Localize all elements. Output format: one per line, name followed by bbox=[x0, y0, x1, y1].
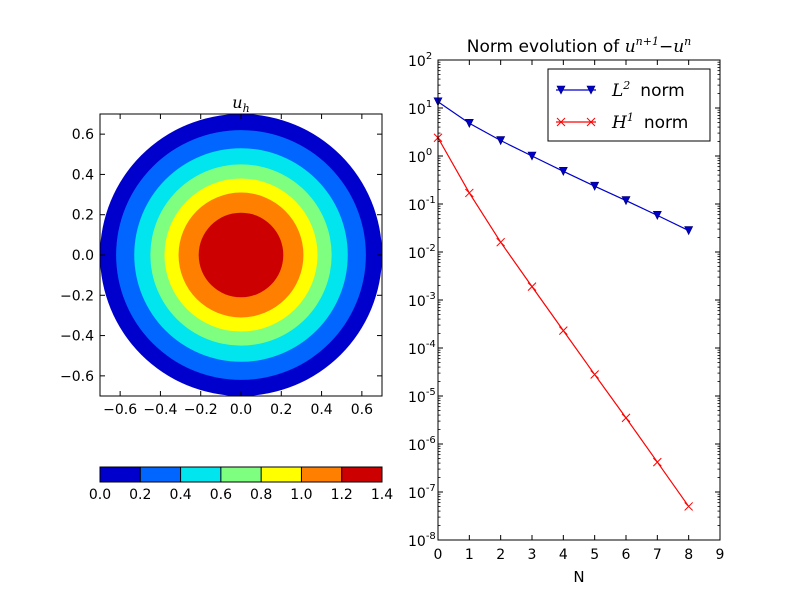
legend-box bbox=[547, 68, 711, 142]
norm-xtick-label: 5 bbox=[590, 547, 599, 563]
contour-xtick-label: −0.6 bbox=[103, 402, 137, 418]
norm-x-axis: 0 1 2 3 4 5 6 7 8 9 bbox=[434, 60, 725, 563]
series-point bbox=[621, 196, 631, 206]
contour-ytick-label: 0.2 bbox=[72, 208, 94, 224]
contour-ytick-label: 0.6 bbox=[72, 127, 94, 143]
colorbar-tick-label: 1.0 bbox=[290, 487, 312, 503]
series-point bbox=[621, 413, 631, 423]
norm-y-axis: 102 101 100 10-1 10-2 10-3 10-4 10-5 10-6 10-7 10-… bbox=[408, 51, 720, 550]
norm-ytick-label: 10-1 bbox=[408, 195, 436, 214]
norm-series bbox=[433, 97, 694, 511]
norm-ytick-label: 10-7 bbox=[408, 483, 436, 502]
legend-l2-marker-left bbox=[556, 85, 566, 95]
contour-level-6 bbox=[198, 212, 284, 298]
colorbar: 0.0 0.2 0.4 0.6 0.8 1.0 1.2 1.4 bbox=[89, 466, 393, 503]
norm-ytick-label: 10-6 bbox=[408, 435, 436, 454]
legend-l2-marker-right bbox=[586, 85, 596, 95]
series-point bbox=[684, 226, 694, 236]
legend-h1-marker-left bbox=[556, 117, 566, 127]
norm-ytick-label: 10-2 bbox=[408, 243, 436, 262]
legend-item-l2: L2 norm bbox=[556, 79, 685, 101]
contour-ytick-label: −0.2 bbox=[60, 288, 94, 304]
norm-xtick-label: 9 bbox=[716, 547, 725, 563]
series-point bbox=[496, 136, 506, 146]
contour-xtick-label: −0.4 bbox=[143, 402, 177, 418]
contour-title: uh bbox=[232, 93, 249, 115]
colorbar-tick-label: 1.4 bbox=[371, 487, 393, 503]
norm-ytick-label: 10-4 bbox=[408, 339, 436, 358]
norm-ytick-label: 10-5 bbox=[408, 387, 436, 406]
colorbar-segment-2 bbox=[180, 467, 222, 482]
legend-item-h1: H1 norm bbox=[556, 111, 688, 133]
norm-evolution-chart: 0 1 2 3 4 5 6 7 8 9 102 101 100 10-1 10-2 10-3 10-4 10-5… bbox=[408, 35, 724, 586]
series-l2 bbox=[433, 97, 694, 236]
norm-ytick-label: 100 bbox=[408, 147, 432, 166]
colorbar-tick-label: 0.6 bbox=[210, 487, 232, 503]
series-point bbox=[652, 211, 662, 221]
series-point bbox=[464, 188, 474, 198]
contour-x-axis: −0.6 −0.4 −0.2 0.0 0.2 0.4 0.6 bbox=[103, 114, 373, 418]
series-point bbox=[558, 167, 568, 176]
contour-levels bbox=[100, 114, 382, 396]
contour-ytick-label: −0.6 bbox=[60, 369, 94, 385]
norm-chart-title: Norm evolution of un+1−un bbox=[467, 35, 692, 57]
series-point bbox=[652, 457, 662, 467]
contour-chart: −0.6 −0.4 −0.2 0.0 0.2 0.4 0.6 0.60.40.20.0−0.… bbox=[60, 93, 393, 503]
colorbar-segment-4 bbox=[261, 467, 302, 482]
series-point bbox=[590, 370, 600, 379]
norm-ytick-label: 101 bbox=[408, 99, 432, 118]
norm-ytick-label: 10-3 bbox=[408, 291, 436, 310]
contour-xtick-label: 0.2 bbox=[270, 402, 292, 418]
colorbar-tick-label: 0.4 bbox=[169, 487, 191, 503]
series-point bbox=[527, 151, 537, 161]
contour-ytick-label: 0.0 bbox=[72, 248, 94, 264]
contour-xtick-label: −0.2 bbox=[184, 402, 218, 418]
contour-ytick-label: 0.4 bbox=[72, 167, 94, 183]
colorbar-segment-0 bbox=[100, 467, 141, 482]
legend: L2 norm H1 norm bbox=[547, 68, 711, 142]
contour-y-axis: 0.6 0.4 0.2 0.0 −0.2 −0.4 −0.6 bbox=[60, 127, 382, 385]
colorbar-segment-6 bbox=[341, 467, 383, 482]
contour-xtick-label: 0.6 bbox=[351, 402, 373, 418]
legend-h1-label: H1 norm bbox=[611, 111, 688, 133]
series-point bbox=[496, 237, 506, 247]
norm-ytick-label: 102 bbox=[408, 51, 432, 70]
series-point bbox=[464, 119, 474, 128]
norm-xtick-label: 6 bbox=[622, 547, 631, 563]
norm-xtick-label: 8 bbox=[684, 547, 693, 563]
norm-xtick-label: 1 bbox=[465, 547, 474, 563]
norm-xtick-label: 2 bbox=[496, 547, 505, 563]
series-h1 bbox=[433, 133, 694, 511]
norm-xtick-label: 3 bbox=[528, 547, 537, 563]
series-point bbox=[590, 181, 600, 191]
colorbar-segment-3 bbox=[220, 467, 262, 482]
norm-xtick-label: 0 bbox=[434, 547, 443, 563]
colorbar-segment-1 bbox=[140, 467, 182, 482]
series-point bbox=[684, 502, 694, 511]
colorbar-tick-label: 0.2 bbox=[129, 487, 151, 503]
legend-h1-marker-right bbox=[586, 117, 596, 127]
norm-xtick-label: 4 bbox=[559, 547, 568, 563]
colorbar-tick-label: 0.8 bbox=[250, 487, 272, 503]
norm-ytick-label: 10-8 bbox=[408, 531, 436, 550]
colorbar-tick-label: 1.2 bbox=[331, 487, 353, 503]
legend-l2-label: L2 norm bbox=[611, 79, 685, 101]
colorbar-frame bbox=[99, 466, 383, 483]
contour-xtick-label: 0.0 bbox=[230, 402, 252, 418]
series-point bbox=[558, 326, 568, 335]
colorbar-segment-5 bbox=[301, 467, 343, 482]
colorbar-tick-label: 0.0 bbox=[89, 487, 111, 503]
contour-xtick-label: 0.4 bbox=[310, 402, 332, 418]
norm-xtick-label: 7 bbox=[653, 547, 662, 563]
contour-ytick-label: −0.4 bbox=[60, 329, 94, 345]
norm-x-axis-label: N bbox=[573, 568, 584, 586]
series-point bbox=[527, 282, 537, 291]
